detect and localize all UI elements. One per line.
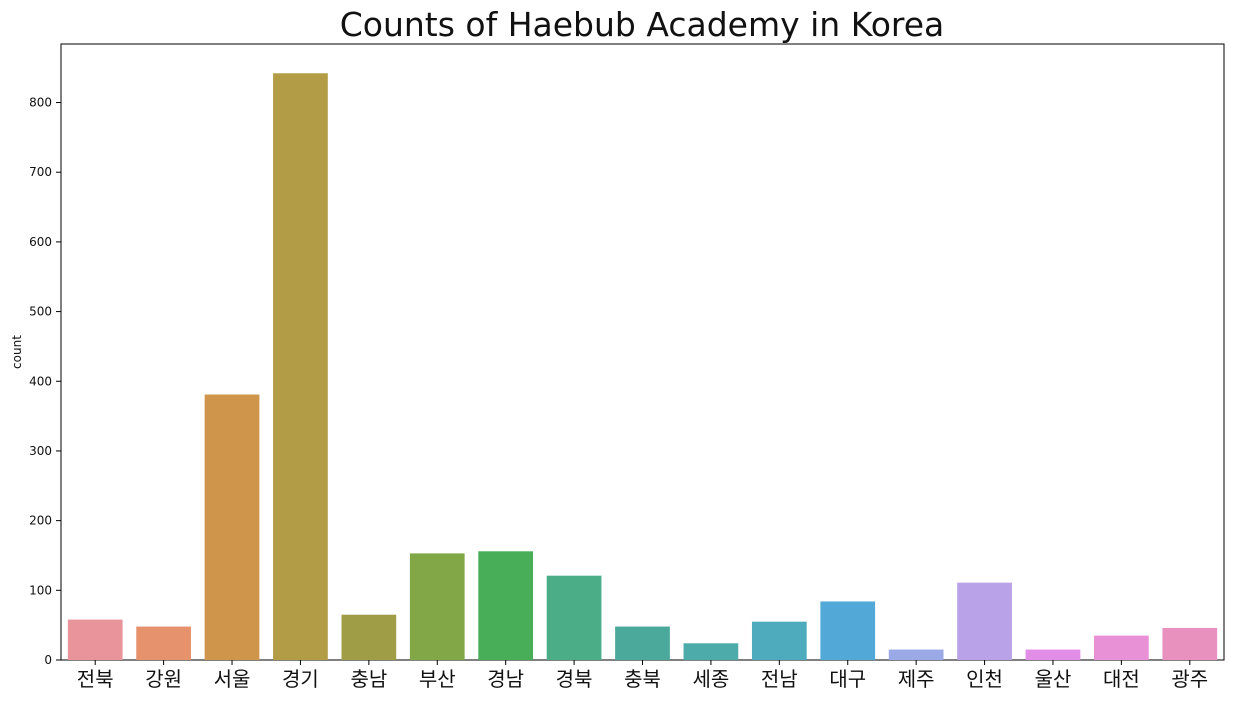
x-tick-label: 대전 — [1103, 667, 1140, 691]
y-axis-label: count — [10, 335, 24, 369]
bar — [820, 601, 876, 660]
x-tick-label: 인천 — [966, 667, 1003, 691]
bar — [478, 551, 534, 660]
x-tick-label: 경북 — [556, 667, 593, 691]
bar — [1162, 627, 1218, 660]
y-tick-label: 700 — [29, 165, 52, 179]
bar — [341, 614, 397, 660]
bar — [615, 626, 670, 660]
x-tick-label: 광주 — [1171, 667, 1208, 691]
x-tick-label: 경남 — [487, 667, 524, 691]
x-tick-label: 서울 — [214, 667, 251, 691]
bar — [888, 649, 944, 660]
bar — [751, 621, 807, 660]
x-tick-label: 경기 — [282, 667, 319, 691]
bar — [204, 394, 260, 660]
x-tick-label: 전남 — [761, 667, 798, 691]
x-tick-label: 제주 — [898, 667, 935, 691]
y-tick-label: 800 — [29, 96, 52, 110]
x-tick-label: 부산 — [419, 667, 456, 691]
x-tick-label: 세종 — [693, 667, 730, 691]
y-tick-label: 100 — [29, 583, 52, 597]
labels-layer: 0 100 200 300 400 500 600 700 800 count 전북 강원 서울 경기 충남… — [10, 96, 1208, 691]
bars-layer — [67, 73, 1218, 660]
x-tick-label: 강원 — [145, 667, 182, 691]
bar — [1094, 635, 1149, 660]
chart-title: Counts of Haebub Academy in Korea — [340, 5, 945, 44]
y-tick-label: 600 — [29, 235, 52, 249]
bar — [683, 643, 739, 660]
y-tick-label: 500 — [29, 305, 52, 319]
x-tick-label: 충북 — [624, 667, 661, 691]
y-tick-label: 200 — [29, 514, 52, 528]
bar — [546, 575, 602, 660]
bar — [957, 582, 1012, 660]
x-tick-label: 울산 — [1035, 667, 1072, 691]
x-tick-label: 충남 — [350, 667, 387, 691]
x-tick-label: 대구 — [829, 667, 866, 691]
bar — [1025, 649, 1081, 660]
bar — [67, 619, 123, 660]
y-tick-label: 400 — [29, 374, 52, 388]
x-tick-label: 전북 — [77, 667, 114, 691]
bar — [273, 73, 328, 660]
y-tick-label: 300 — [29, 444, 52, 458]
y-tick-label: 0 — [44, 653, 52, 667]
bar — [136, 626, 191, 660]
bar — [409, 553, 465, 660]
